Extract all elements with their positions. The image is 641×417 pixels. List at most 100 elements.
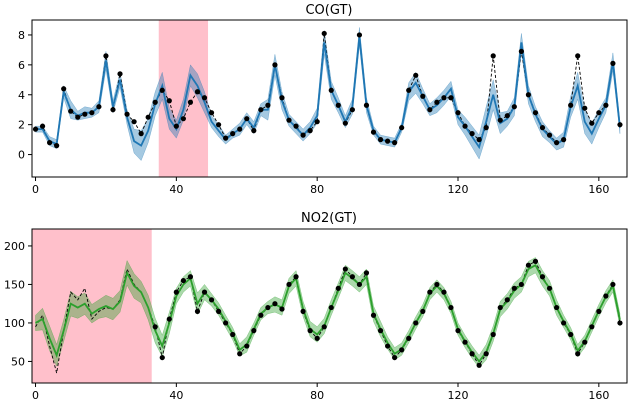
observed-point [166,316,172,322]
observed-point [483,125,489,131]
observed-point [525,262,532,268]
observed-point [272,62,278,68]
observed-point [617,122,623,128]
observed-point [342,120,348,126]
observed-point [173,289,179,295]
observed-point [258,312,264,318]
observed-point [363,102,370,108]
observed-point [483,351,489,357]
observed-point [596,110,602,116]
observed-point [286,117,292,123]
observed-point [420,93,426,99]
truth-series [35,33,621,147]
observed-point [406,87,412,93]
observed-point [300,132,306,138]
observed-point [61,86,67,92]
y-tick-label: 150 [4,278,25,291]
observed-point [462,123,468,129]
co-observed-markers [32,30,623,149]
observed-point [582,105,588,111]
no2-x-axis: 0 40 80 120 160 [32,383,609,402]
observed-point [413,320,419,326]
observed-point [39,123,46,129]
observed-point [293,123,299,129]
observed-point [244,116,250,122]
x-tick-label: 80 [310,389,324,402]
x-tick-label: 40 [169,389,183,402]
mean-series [35,263,621,363]
observed-point [201,95,208,101]
observed-point [455,328,461,334]
observed-point [96,104,102,110]
observed-point [215,122,222,128]
observed-point [187,99,194,105]
observed-point [490,331,496,338]
observed-point [370,312,377,318]
y-tick-label: 4 [18,89,25,102]
observed-point [377,328,384,334]
no2-plot-frame [31,228,628,384]
observed-point [208,110,215,116]
observed-point [532,258,539,264]
observed-point [159,87,165,93]
observed-point [455,110,461,116]
observed-point [265,304,271,311]
x-tick-label: 120 [448,183,469,196]
observed-point [237,126,243,132]
no2-chart-title: NO2(GT) [301,211,357,226]
observed-point [307,128,313,134]
observed-point [117,71,123,77]
observed-point [54,143,60,149]
co-y-axis: 0 2 4 6 8 [18,29,32,162]
observed-point [314,119,320,125]
observed-point [497,304,503,311]
observed-point [300,308,306,314]
observed-point [518,48,524,55]
observed-point [173,123,179,129]
observed-point [610,60,616,66]
observed-point [258,107,264,113]
observed-point [349,274,355,280]
observed-point [152,99,158,105]
observed-point [180,116,186,122]
observed-point [152,324,158,330]
observed-point [370,129,377,135]
observed-point [427,107,433,113]
observed-point [265,102,271,108]
observed-point [399,125,405,131]
observed-point [293,274,299,280]
x-tick-label: 120 [448,389,469,402]
observed-point [589,324,595,330]
observed-point [32,126,39,132]
observed-point [47,140,53,146]
observed-point [406,335,412,341]
y-tick-label: 50 [11,355,25,368]
observed-point [553,304,560,311]
observed-point [448,304,454,311]
observed-point [546,132,553,138]
observed-point [518,281,524,288]
observed-point [321,30,327,37]
observed-point [497,117,503,123]
co-truth-line [35,33,621,147]
observed-point [194,308,201,314]
no2-highlight-region [32,229,152,383]
x-tick-label: 0 [32,389,39,402]
observed-point [434,99,440,105]
observed-point [103,53,109,59]
observed-point [448,95,454,101]
observed-point [568,331,574,338]
observed-point [511,104,517,110]
y-tick-label: 100 [4,317,25,330]
observed-point [251,328,257,334]
observed-point [511,285,517,291]
mean-series [35,36,621,150]
uncertainty-band [35,257,621,368]
x-tick-label: 80 [310,183,324,196]
uncertainty-band [35,27,621,162]
observed-point [420,308,426,314]
x-tick-label: 160 [588,183,609,196]
observed-point [363,270,370,276]
